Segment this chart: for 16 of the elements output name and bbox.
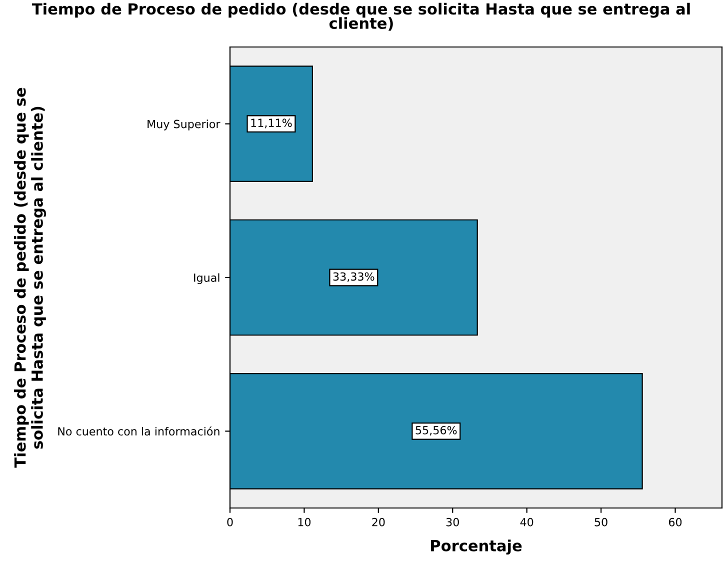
y-tick-label: No cuento con la información (58, 426, 220, 436)
x-tick-label: 0 (227, 518, 233, 526)
x-tick-label: 40 (520, 518, 534, 526)
y-axis-title: Tiempo de Proceso de pedido (desde que se solicita Hasta que se entrega al cliente) (14, 88, 46, 468)
x-axis-title: Porcentaje (431, 540, 522, 554)
y-tick-label: Muy Superior (148, 120, 220, 130)
data-label: 33,33% (333, 272, 374, 282)
x-tick-label: 60 (668, 518, 682, 526)
data-label: 11,11% (251, 118, 292, 128)
x-tick-label: 10 (298, 518, 311, 526)
x-tick-label: 20 (372, 518, 385, 526)
data-label: 55,56% (416, 426, 457, 436)
chart-title: Tiempo de Proceso de pedido (desde que se solicita Hasta que se entrega al cliente) (32, 2, 690, 31)
x-tick-label: 50 (594, 518, 608, 526)
x-tick-label: 30 (446, 518, 459, 526)
y-tick-label: Igual (194, 273, 220, 284)
